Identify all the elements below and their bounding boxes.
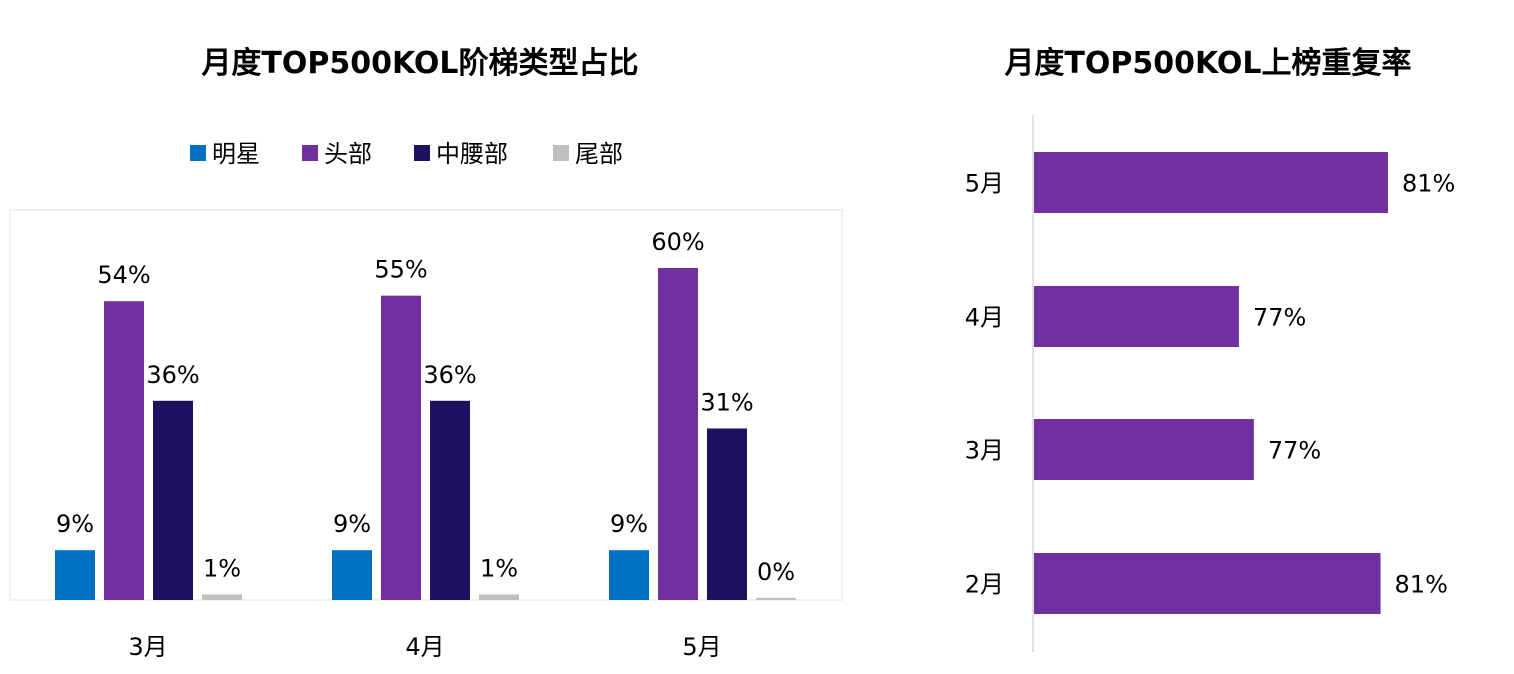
data-label: 81% [1395, 571, 1448, 599]
data-label: 9% [56, 510, 94, 538]
data-label: 36% [146, 361, 199, 389]
bar-中腰部-4月 [430, 400, 470, 600]
legend-label: 明星 [212, 140, 260, 168]
bar-2月 [1034, 553, 1381, 614]
left-plot-area [9, 209, 843, 601]
category-label: 4月 [965, 304, 1004, 332]
category-label: 5月 [682, 633, 721, 661]
legend-swatch [414, 145, 430, 161]
data-label: 36% [423, 361, 476, 389]
data-label: 0% [757, 558, 795, 586]
data-label: 54% [97, 261, 150, 289]
bar-中腰部-5月 [707, 428, 747, 600]
bar-头部-5月 [658, 268, 698, 600]
legend-label: 头部 [324, 140, 372, 168]
legend-swatch [553, 145, 569, 161]
data-label: 1% [203, 554, 241, 582]
category-label: 4月 [405, 633, 444, 661]
data-label: 31% [700, 388, 753, 416]
bar-尾部-4月 [479, 594, 519, 600]
bar-4月 [1034, 286, 1239, 347]
category-label: 3月 [965, 437, 1004, 465]
data-label: 9% [333, 510, 371, 538]
bar-头部-4月 [381, 295, 421, 600]
category-label: 2月 [965, 571, 1004, 599]
bar-3月 [1034, 419, 1254, 480]
legend-swatch [190, 145, 206, 161]
bar-尾部-3月 [202, 594, 242, 600]
data-label: 60% [651, 228, 704, 256]
legend-label: 中腰部 [436, 140, 508, 168]
bar-明星-3月 [55, 550, 95, 600]
data-label: 55% [374, 256, 427, 284]
bar-中腰部-3月 [153, 400, 193, 600]
data-label: 77% [1268, 437, 1321, 465]
category-label: 3月 [128, 633, 167, 661]
left-chart-title: 月度TOP500KOL阶梯类型占比 [201, 46, 638, 81]
right-chart-title: 月度TOP500KOL上榜重复率 [1004, 46, 1411, 81]
category-label: 5月 [965, 170, 1004, 198]
data-label: 9% [610, 510, 648, 538]
bar-尾部-5月 [756, 597, 796, 600]
bar-5月 [1034, 152, 1388, 213]
legend-swatch [302, 145, 318, 161]
data-label: 81% [1402, 170, 1455, 198]
bar-明星-4月 [332, 550, 372, 600]
legend: 明星 头部 中腰部 尾部 [190, 140, 623, 168]
bar-明星-5月 [609, 550, 649, 600]
legend-label: 尾部 [575, 140, 623, 168]
bar-头部-3月 [104, 301, 144, 600]
data-label: 77% [1253, 304, 1306, 332]
data-label: 1% [480, 554, 518, 582]
